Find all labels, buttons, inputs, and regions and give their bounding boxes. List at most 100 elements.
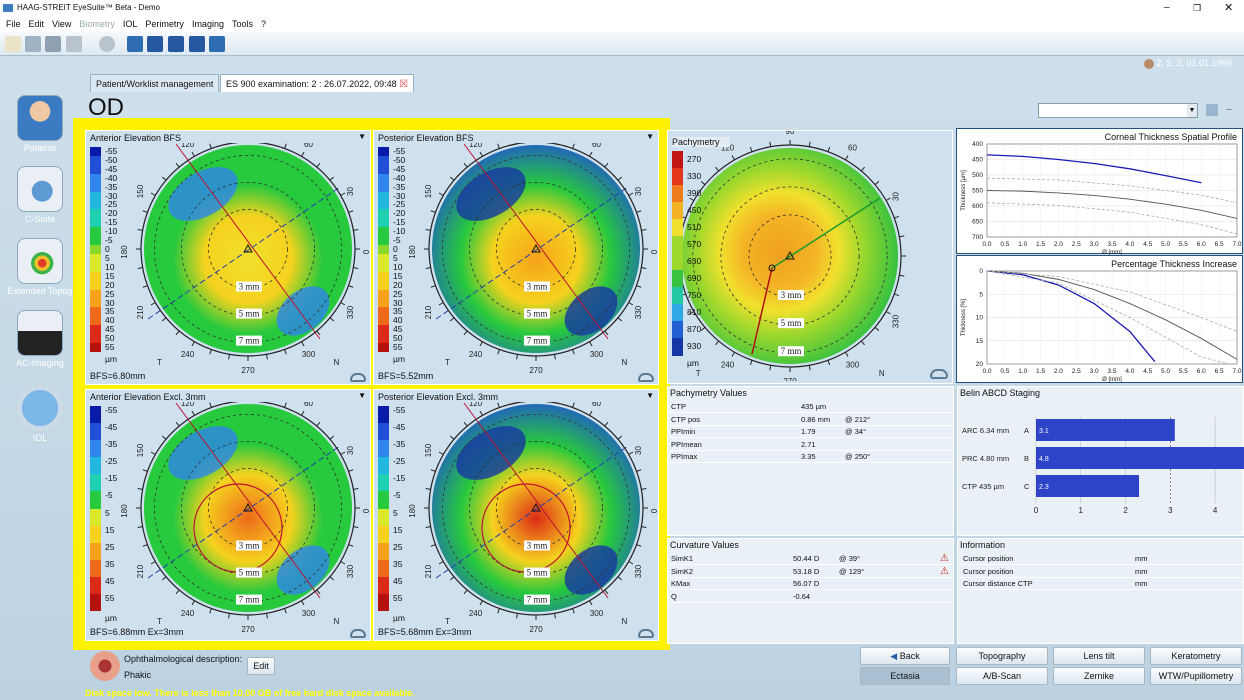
close-button[interactable]: ✕ [1224,2,1234,14]
chevron-down-icon[interactable]: ▼ [358,391,366,400]
connect-icon[interactable] [99,36,115,52]
trend-icon[interactable] [209,36,225,52]
chevron-down-icon[interactable]: ▼ [646,132,654,141]
menu-perimetry[interactable]: Perimetry [145,19,184,29]
steep-axis-line [463,402,609,599]
scale-label: -35 [393,181,406,192]
layout-grid-icon[interactable] [189,36,205,52]
elevation-map[interactable]: 9012060150301800210330240300270TN3 mm5 m… [86,402,372,634]
save-icon[interactable] [25,36,41,52]
description-value: Phakic [124,670,152,680]
scale-label: 0 [393,244,398,255]
sidebar-item-csuite[interactable]: C-Suite [2,166,78,224]
topography-button[interactable]: Topography [956,647,1048,665]
scale-label: 390 [687,188,702,198]
sidebar-item-ac-imaging[interactable]: AC-Imaging [2,310,78,368]
wtw-pupillometry-button[interactable]: WTW/Pupillometry [1150,667,1242,685]
sidebar-item-patients[interactable]: Patients [2,95,78,153]
elevation-map[interactable]: 9012060150301800210330240300270TN3 mm5 m… [86,143,372,375]
chevron-down-icon[interactable]: ▼ [358,132,366,141]
x-tick-label: 1.5 [1036,368,1045,375]
scale-swatch [90,343,101,353]
scale-label: 570 [687,239,702,249]
sidebar-item-extended-topog[interactable]: Extended Topog [2,238,78,296]
pachymetry-map[interactable]: 9012060150301800210330240300270TN3 mm5 m… [658,127,952,386]
angle-tick [731,155,735,161]
tab-patient-worklist[interactable]: Patient/Worklist management [90,74,220,92]
angle-tick [636,544,642,547]
scale-swatch [378,173,389,184]
flat-axis-line [147,445,341,579]
percent-increase-chart[interactable]: 0 5 10 15 200.0 0.5 1.0 1.5 2.0 2.5 3.0 3.5 4.0 4.5 5.… [957,256,1244,384]
angle-tick [191,410,195,416]
menu-file[interactable]: File [6,19,21,29]
angle-tick [554,354,556,360]
lens-tilt-button[interactable]: Lens tilt [1053,647,1145,665]
ectasia-button[interactable]: Ectasia [860,667,950,685]
menu-imaging[interactable]: Imaging [191,19,224,29]
menu-tools[interactable]: Tools [231,19,253,29]
pachymetry-title: Pachymetry [672,137,730,147]
scale-label: -55 [105,405,118,415]
maximize-button[interactable]: ❐ [1193,3,1202,13]
angle-tick [449,435,455,440]
save-view-icon[interactable] [1206,104,1218,116]
table-cell: Q [671,591,677,601]
angle-label-r2: 330 [891,314,900,328]
minimize-view-icon[interactable]: – [1226,104,1232,115]
menu-help[interactable]: ? [260,19,266,29]
eye-icon[interactable] [638,373,654,382]
scale-swatch [90,307,101,317]
layout-3-icon[interactable] [168,36,184,52]
apex-marker [531,243,541,253]
temporal-label: T [445,358,450,367]
back-button[interactable]: ◀ Back [860,647,950,665]
ring-label-bg [524,540,550,551]
table-cell: 435 µm [801,402,827,411]
nasal-label: N [622,358,628,367]
layout-2-icon[interactable] [147,36,163,52]
scale-swatch [378,289,389,299]
new-icon[interactable] [5,36,21,52]
zernike-button[interactable]: Zernike [1053,667,1145,685]
angle-tick [161,317,167,322]
angle-tick [191,341,195,347]
pachymetry-color-scale: 270 330 390 450 510 570 630 690 750 810 870 930 µm [672,151,706,368]
elevation-map[interactable]: 9012060150301800210330240300270TN3 mm5 m… [374,143,660,375]
angle-tick [463,330,468,336]
sidebar-item-iol[interactable]: IOL [2,385,78,443]
elevation-map[interactable]: 9012060150301800210330240300270TN3 mm5 m… [374,402,660,634]
angle-tick [885,311,891,315]
keratometry-button[interactable]: Keratometry [1150,647,1242,665]
menu-edit[interactable]: Edit [28,19,45,29]
scale-label: 270 [687,154,702,164]
close-tab-icon[interactable]: ☒ [399,79,409,90]
scale-swatch [378,164,389,175]
ring-label-bg [778,318,804,329]
chevron-down-icon[interactable]: ▼ [1187,104,1197,117]
home-icon[interactable] [127,36,143,52]
ab-scan-button[interactable]: A/B-Scan [956,667,1048,685]
eye-icon[interactable] [350,373,366,382]
scale-label: 55 [105,342,115,353]
eye-icon[interactable] [930,369,948,379]
table-cell: KMax [671,579,691,588]
edit-button[interactable]: Edit [247,657,275,675]
tab-es900-examination[interactable]: ES 900 examination: 2 : 26.07.2022, 09:4… [220,74,415,92]
view-select[interactable] [1038,103,1198,118]
eye-icon[interactable] [350,629,366,638]
menu-iol[interactable]: IOL [122,19,138,29]
angle-label-br: 300 [302,609,316,618]
belin-row-label: CTP 435 µm [962,482,1004,491]
print-icon[interactable] [45,36,61,52]
menu-biometry[interactable]: Biometry [79,19,115,29]
eye-icon[interactable] [638,629,654,638]
normal-mean-line [986,190,1238,219]
angle-tick [749,146,753,152]
minimize-button[interactable]: – [1164,2,1170,13]
chevron-down-icon[interactable]: ▼ [646,391,654,400]
menu-view[interactable]: View [52,19,72,29]
delete-icon[interactable] [66,36,82,52]
angle-tick [425,526,431,528]
